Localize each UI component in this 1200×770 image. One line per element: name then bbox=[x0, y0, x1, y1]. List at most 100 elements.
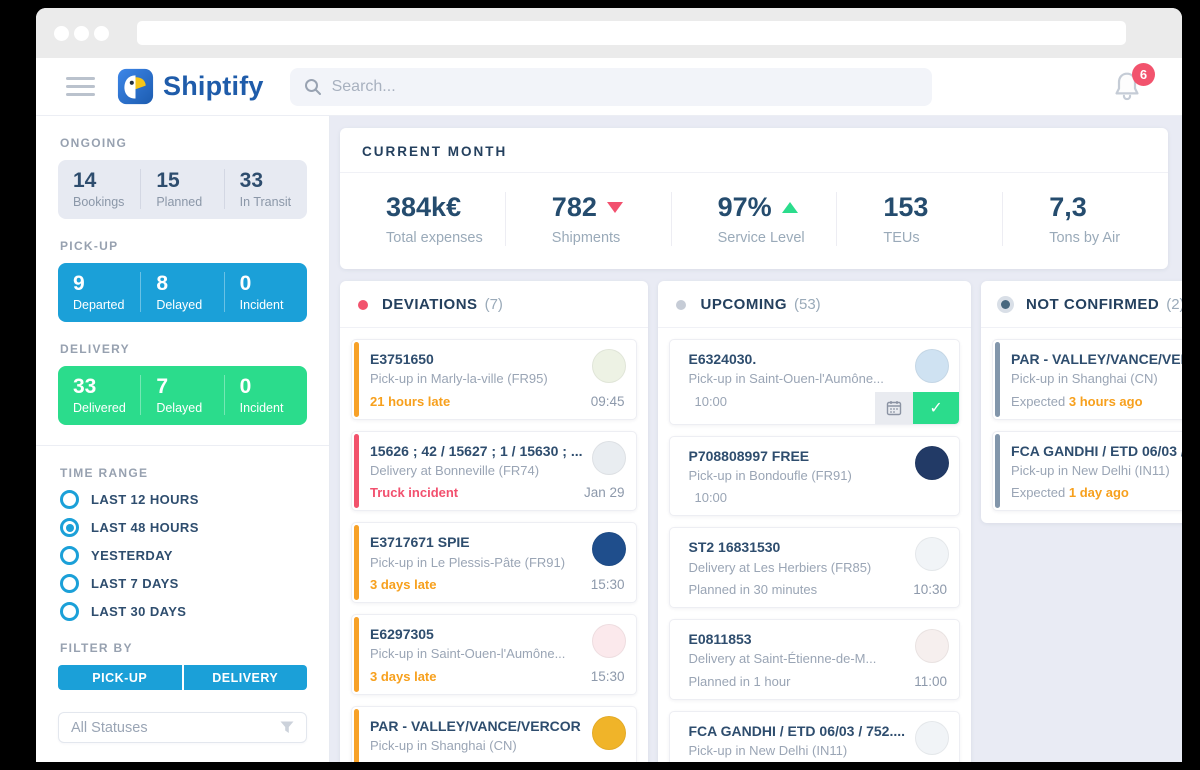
stat-label: Planned bbox=[156, 195, 203, 210]
card-subtitle: Pick-up in Saint-Ouen-l'Aumône... bbox=[370, 646, 566, 662]
shipment-card[interactable]: PAR - VALLEY/VANCE/VERCOR Pick-up in Sha… bbox=[992, 339, 1182, 420]
column-title: DEVIATIONS bbox=[382, 296, 478, 313]
not-confirmed-dot-icon bbox=[1001, 300, 1011, 309]
deviations-header: DEVIATIONS (7) bbox=[340, 281, 649, 328]
filter-toggle-group: PICK-UP DELIVERY bbox=[58, 665, 307, 691]
radio-label: LAST 12 HOURS bbox=[91, 492, 199, 508]
card-subtitle: Delivery at Bonneville (FR74) bbox=[370, 462, 540, 478]
card-title: FCA GANDHI / ETD 06/03 / 752.... bbox=[1011, 442, 1182, 459]
confirm-button[interactable]: ✓ bbox=[913, 391, 960, 424]
shipment-card[interactable]: E6324030. Pick-up in Saint-Ouen-l'Aumône… bbox=[669, 339, 961, 425]
carrier-avatar bbox=[592, 532, 627, 567]
card-accent-bar bbox=[354, 525, 359, 601]
search-input[interactable] bbox=[331, 77, 918, 96]
stat-label: Incident bbox=[239, 401, 284, 416]
card-status: Expected 1 day ago bbox=[1011, 485, 1129, 501]
stat-value: 384k€ bbox=[386, 192, 462, 222]
notifications-button[interactable]: 6 bbox=[1112, 63, 1155, 106]
card-status: Planned in 30 minutes bbox=[688, 582, 818, 598]
stat-value: 8 bbox=[156, 272, 169, 296]
shipment-card[interactable]: 15626 ; 42 / 15627 ; 1 / 15630 ; ... Del… bbox=[351, 430, 638, 512]
radio-icon bbox=[60, 490, 79, 510]
app-logo[interactable]: Shiptify bbox=[117, 68, 264, 105]
shipment-card[interactable]: E3751650 Pick-up in Marly-la-ville (FR95… bbox=[351, 339, 638, 420]
address-bar[interactable] bbox=[137, 21, 1126, 45]
section-label-delivery: DELIVERY bbox=[60, 342, 130, 357]
radio-icon bbox=[60, 602, 79, 622]
stat-label: Delayed bbox=[156, 298, 203, 313]
card-status: 3 days late bbox=[370, 577, 437, 593]
current-month-title: CURRENT MONTH bbox=[340, 128, 1168, 173]
window-dot bbox=[74, 25, 89, 41]
radio-last-7-days[interactable]: LAST 7 DAYS bbox=[60, 574, 305, 594]
status-filter-select[interactable]: All Statuses bbox=[58, 712, 307, 744]
card-subtitle: Pick-up in Marly-la-ville (FR95) bbox=[370, 371, 548, 387]
card-time: 11:00 bbox=[914, 673, 948, 689]
radio-last-48-hours[interactable]: LAST 48 HOURS bbox=[60, 518, 305, 538]
shipment-card[interactable]: E6297305 Pick-up in Saint-Ouen-l'Aumône.… bbox=[351, 614, 638, 695]
stat-value: 15 bbox=[156, 169, 180, 192]
search-bar[interactable] bbox=[289, 67, 932, 106]
shipment-card[interactable]: P708808997 FREE Pick-up in Bondoufle (FR… bbox=[669, 435, 961, 517]
not-confirmed-header: NOT CONFIRMED (2) bbox=[981, 281, 1182, 328]
card-status: Expected 3 hours ago bbox=[370, 761, 502, 762]
hamburger-menu-icon[interactable] bbox=[66, 77, 95, 96]
card-accent-bar bbox=[354, 342, 359, 417]
stat-shipments: 782 Shipments bbox=[504, 192, 671, 246]
stat-value: 7 bbox=[156, 375, 169, 399]
card-accent-bar bbox=[354, 617, 359, 692]
shipment-card[interactable]: ST2 16831530 Delivery at Les Herbiers (F… bbox=[669, 527, 961, 609]
section-label-pickup: PICK-UP bbox=[60, 239, 119, 254]
shipment-card[interactable]: E3717671 SPIE Pick-up in Le Plessis-Pâte… bbox=[351, 522, 638, 604]
stat-label: Delayed bbox=[156, 401, 203, 416]
reschedule-button[interactable] bbox=[875, 391, 914, 424]
stat-cell: 7 Delayed bbox=[140, 375, 223, 416]
radio-last-30-days[interactable]: LAST 30 DAYS bbox=[60, 602, 305, 622]
card-title: PAR - VALLEY/VANCE/VERCOR bbox=[1011, 351, 1182, 367]
stat-label: Tons by Air bbox=[1049, 230, 1121, 246]
carrier-avatar bbox=[592, 349, 627, 383]
shipment-card[interactable]: FCA GANDHI / ETD 06/03 / 752.... Pick-up… bbox=[992, 430, 1182, 512]
shipment-card[interactable]: E0811853 Delivery at Saint-Étienne-de-M.… bbox=[669, 619, 961, 700]
status-select-value: All Statuses bbox=[71, 719, 148, 736]
carrier-avatar bbox=[915, 349, 950, 383]
card-time: 15:30 bbox=[590, 668, 625, 684]
card-time: 15:30 bbox=[590, 577, 625, 593]
card-status: 10:00 bbox=[694, 393, 728, 409]
card-subtitle: Pick-up in Bondoufle (FR91) bbox=[688, 467, 852, 483]
stat-value: 0 bbox=[239, 375, 252, 399]
stat-label: Bookings bbox=[73, 195, 125, 210]
card-title: FCA GANDHI / ETD 06/03 / 752.... bbox=[688, 722, 906, 739]
radio-icon bbox=[60, 574, 79, 594]
carrier-avatar bbox=[915, 720, 950, 755]
card-time: 09:45 bbox=[590, 393, 625, 409]
card-subtitle: Pick-up in New Delhi (IN11) bbox=[1011, 462, 1170, 478]
main-area: CURRENT MONTH 384k€ Total expenses 782 S… bbox=[330, 116, 1182, 762]
column-count: (53) bbox=[793, 296, 821, 313]
radio-yesterday[interactable]: YESTERDAY bbox=[60, 546, 305, 566]
stat-total-expenses: 384k€ Total expenses bbox=[340, 192, 505, 246]
filter-pickup-button[interactable]: PICK-UP bbox=[58, 665, 184, 691]
stat-cell: 33 Delivered bbox=[58, 375, 140, 415]
deviations-dot-icon bbox=[358, 299, 368, 310]
card-title: ST2 16831530 bbox=[688, 539, 781, 556]
card-title: E3717671 SPIE bbox=[370, 534, 470, 551]
radio-icon bbox=[60, 546, 79, 566]
shiptify-bird-icon bbox=[117, 68, 154, 105]
ongoing-stats-card: 14 Bookings 15 Planned 33 In Transit bbox=[58, 160, 307, 220]
upcoming-dot-icon bbox=[676, 299, 687, 310]
carrier-avatar bbox=[915, 445, 950, 480]
filter-delivery-button[interactable]: DELIVERY bbox=[183, 665, 307, 691]
stat-tons-by-air: 7,3 Tons by Air bbox=[1002, 192, 1168, 246]
card-title: PAR - VALLEY/VANCE/VERCOR bbox=[370, 717, 581, 734]
radio-last-12-hours[interactable]: LAST 12 HOURS bbox=[60, 490, 305, 510]
card-accent-bar bbox=[995, 342, 1001, 417]
stat-teus: 153 TEUs bbox=[836, 192, 1002, 246]
card-actions: ✓ bbox=[875, 391, 960, 424]
column-count: (7) bbox=[484, 296, 503, 313]
card-title: E6324030. bbox=[688, 351, 757, 367]
search-icon bbox=[304, 78, 321, 95]
shipment-card[interactable]: PAR - VALLEY/VANCE/VERCOR Pick-up in Sha… bbox=[351, 705, 638, 762]
shipment-card[interactable]: FCA GANDHI / ETD 06/03 / 752.... Pick-up… bbox=[669, 710, 961, 762]
current-month-panel: CURRENT MONTH 384k€ Total expenses 782 S… bbox=[340, 128, 1168, 269]
